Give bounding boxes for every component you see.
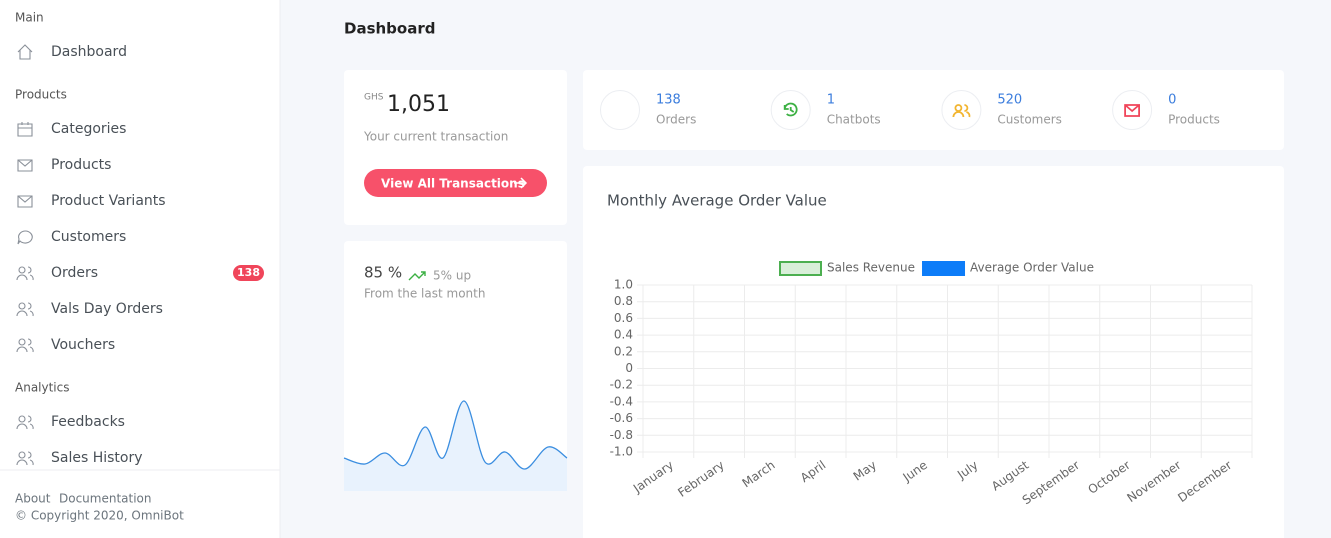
stat-icon — [952, 104, 971, 118]
copyright: © Copyright 2020, OmniBot — [15, 509, 184, 523]
currency: GHS — [364, 93, 384, 103]
y-tick-label: 0 — [625, 361, 633, 375]
nav-item[interactable]: Feedbacks — [51, 414, 125, 430]
section-title: Products — [15, 88, 67, 102]
nav-icon — [16, 451, 34, 466]
caption: Your current transaction — [363, 130, 508, 144]
legend-swatch — [779, 261, 822, 276]
growth-card — [344, 241, 567, 491]
stat-value: 1 — [827, 93, 835, 108]
stat-icon — [1124, 104, 1140, 117]
stat-label: Products — [1168, 113, 1220, 127]
nav-item[interactable]: Orders — [51, 265, 98, 281]
stat-label: Orders — [656, 113, 696, 127]
nav-item[interactable]: Categories — [51, 121, 126, 137]
trend-icon — [408, 271, 426, 281]
y-tick-label: -1.0 — [610, 445, 633, 459]
page-title: Dashboard — [344, 20, 435, 38]
stats-card — [583, 70, 1284, 150]
y-tick-label: 0.4 — [614, 328, 633, 342]
nav-icon — [17, 195, 33, 208]
nav-item[interactable]: Sales History — [51, 450, 143, 466]
growth-value: 85 % — [364, 264, 402, 282]
sparkline — [343, 400, 568, 470]
y-tick-label: 0.6 — [614, 311, 633, 325]
section-title: Main — [15, 11, 44, 25]
growth-change: 5% up — [433, 269, 471, 283]
sidebar — [0, 0, 280, 538]
y-tick-label: 1.0 — [614, 278, 633, 292]
sparkline-area — [344, 400, 567, 491]
stat-value: 138 — [656, 93, 681, 108]
section-title: Analytics — [15, 381, 70, 395]
nav-item[interactable]: Products — [51, 157, 111, 173]
badge-count: 138 — [237, 266, 260, 279]
nav-icon — [16, 338, 34, 353]
y-tick-label: -0.6 — [610, 411, 633, 425]
nav-item[interactable]: Vouchers — [51, 337, 115, 353]
y-tick-label: -0.2 — [610, 378, 633, 392]
footer-link[interactable]: About — [15, 492, 51, 506]
arrow-icon — [514, 177, 528, 189]
button-label[interactable]: View All Transactions — [381, 177, 525, 191]
badge — [233, 265, 264, 281]
stat-icon — [783, 102, 798, 117]
y-tick-label: 0.2 — [614, 344, 633, 358]
chart-title: Monthly Average Order Value — [607, 192, 827, 210]
stat-label: Chatbots — [827, 113, 881, 127]
stat-icon-circle — [600, 90, 640, 130]
nav-item[interactable]: Customers — [51, 229, 126, 245]
nav-item[interactable]: Dashboard — [51, 44, 127, 60]
view-transactions-button[interactable] — [364, 169, 547, 197]
nav-icon — [16, 266, 34, 281]
amount: 1,051 — [387, 92, 450, 117]
nav-icon — [17, 44, 33, 60]
nav-item[interactable]: Product Variants — [51, 193, 166, 209]
nav-icon — [17, 230, 33, 245]
footer-link[interactable]: Documentation — [59, 492, 152, 506]
stat-value: 520 — [997, 93, 1022, 108]
y-tick-label: -0.8 — [610, 428, 633, 442]
nav-icon — [17, 122, 33, 137]
y-tick-label: -0.4 — [610, 394, 633, 408]
legend-swatch — [922, 261, 966, 276]
nav-icon — [17, 159, 33, 172]
stat-value: 0 — [1168, 93, 1176, 108]
nav-icon — [16, 302, 34, 317]
y-tick-label: 0.8 — [614, 294, 633, 308]
legend-label: Sales Revenue — [827, 261, 915, 275]
stat-label: Customers — [997, 113, 1062, 127]
legend-label: Average Order Value — [970, 261, 1094, 275]
nav-item[interactable]: Vals Day Orders — [51, 301, 163, 317]
nav-icon — [16, 415, 34, 430]
growth-caption: From the last month — [364, 287, 485, 301]
